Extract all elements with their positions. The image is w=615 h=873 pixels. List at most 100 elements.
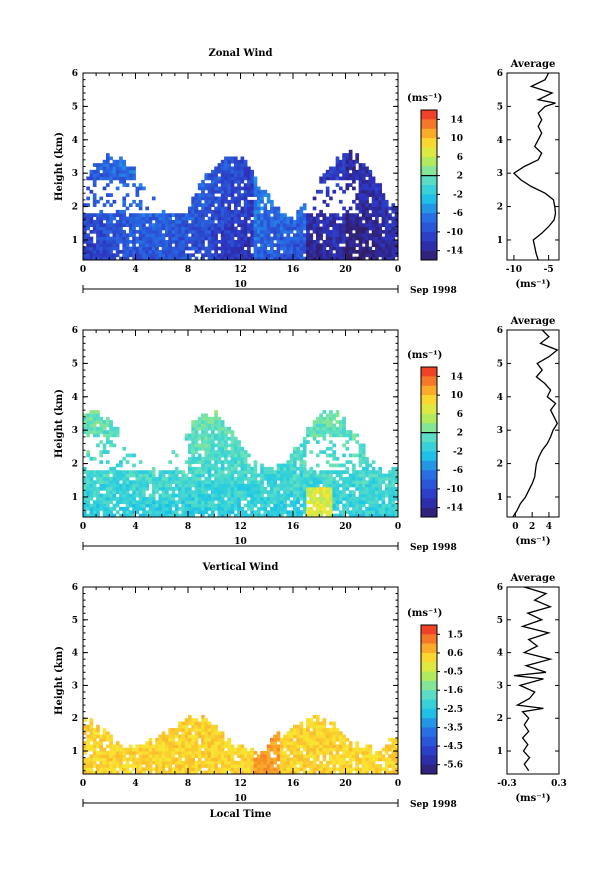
heatmap-cell: [240, 513, 245, 518]
heatmap-cell: [145, 239, 150, 244]
heatmap-cell: [332, 728, 337, 732]
heatmap-cell: [194, 737, 199, 742]
heatmap-cell: [371, 483, 376, 488]
heatmap-cell: [243, 249, 248, 254]
heatmap-cell: [204, 413, 209, 418]
heatmap-cell: [201, 480, 205, 485]
heatmap-cell: [230, 229, 235, 234]
heatmap-cell: [273, 760, 277, 765]
heatmap-cell: [335, 413, 340, 418]
heatmap-cell: [243, 503, 248, 508]
heatmap-cell: [109, 426, 113, 431]
heatmap-cell: [312, 496, 317, 501]
heatmap-cell: [247, 513, 251, 518]
heatmap-cell: [296, 226, 300, 231]
heatmap-cell: [83, 503, 87, 508]
colorbar-tick-label: 6: [457, 410, 463, 420]
heatmap-cell: [273, 500, 277, 505]
heatmap-cell: [342, 510, 346, 515]
heatmap-cell: [188, 767, 192, 772]
heatmap-cell: [217, 416, 222, 421]
heatmap-cell: [260, 199, 264, 204]
heatmap-cell: [201, 179, 205, 184]
heatmap-cell: [296, 767, 300, 772]
heatmap-cell: [191, 770, 195, 775]
heatmap-cell: [142, 486, 146, 491]
heatmap-cell: [201, 466, 205, 471]
heatmap-cell: [338, 770, 343, 775]
heatmap-cell: [174, 483, 179, 488]
heatmap-cell: [312, 206, 317, 211]
heatmap-cell: [151, 503, 156, 508]
colorbar-step: [421, 222, 437, 233]
heatmap-cell: [125, 503, 130, 508]
heatmap-cell: [329, 219, 333, 224]
heatmap-cell: [214, 186, 218, 191]
heatmap-cell: [273, 510, 277, 515]
heatmap-cell: [155, 483, 159, 488]
heatmap-cell: [96, 490, 100, 495]
heatmap-cell: [253, 209, 258, 214]
heatmap-cell: [96, 503, 100, 508]
heatmap-cell: [276, 764, 281, 768]
heatmap-cell: [286, 480, 291, 485]
heatmap-cell: [89, 490, 94, 495]
heatmap-cell: [335, 246, 340, 251]
heatmap-cell: [92, 183, 97, 187]
heatmap-cell: [89, 223, 94, 228]
heatmap-cell: [105, 213, 110, 217]
heatmap-cell: [197, 203, 202, 207]
heatmap-cell: [155, 226, 159, 231]
heatmap-cell: [312, 473, 317, 478]
heatmap-cell: [86, 213, 90, 217]
heatmap-cell: [184, 476, 189, 481]
heatmap-cell: [345, 229, 350, 234]
heatmap-cell: [299, 216, 304, 221]
heatmap-cell: [263, 246, 268, 251]
heatmap-cell: [145, 470, 150, 474]
heatmap-cell: [105, 493, 110, 498]
heatmap-cell: [138, 249, 143, 254]
heatmap-cell: [348, 213, 353, 217]
heatmap-cell: [237, 490, 241, 495]
heatmap-cell: [204, 734, 209, 739]
heatmap-cell: [253, 176, 258, 181]
heatmap-cell: [191, 219, 195, 224]
heatmap-cell: [191, 751, 195, 755]
heatmap-cell: [306, 219, 310, 224]
heatmap-cell: [253, 486, 258, 491]
heatmap-cell: [230, 199, 235, 204]
heatmap-cell: [365, 760, 369, 765]
heatmap-cell: [201, 216, 205, 221]
heatmap-cell: [345, 486, 350, 491]
heatmap-cell: [201, 223, 205, 228]
heatmap-cell: [325, 751, 330, 755]
colorbar-tick-label: -10: [447, 228, 463, 238]
heatmap-cell: [181, 724, 186, 729]
heatmap-cell: [161, 490, 166, 495]
heatmap-cell: [109, 223, 113, 228]
heatmap-cell: [293, 754, 297, 758]
heatmap-cell: [83, 770, 87, 775]
heatmap-cell: [338, 470, 343, 474]
heatmap-cell: [233, 209, 238, 214]
heatmap-cell: [342, 734, 346, 739]
heatmap-cell: [342, 169, 346, 174]
heatmap-cell: [332, 757, 337, 762]
heatmap-cell: [168, 760, 172, 765]
heatmap-cell: [302, 223, 307, 228]
heatmap-cell: [312, 513, 317, 518]
heatmap-cell: [299, 219, 304, 224]
heatmap-cell: [296, 757, 300, 762]
heatmap-cell: [286, 476, 291, 481]
heatmap-cell: [230, 193, 235, 197]
heatmap-cell: [230, 179, 235, 184]
heatmap-cell: [375, 473, 379, 478]
heatmap-cell: [348, 149, 353, 154]
heatmap-cell: [338, 760, 343, 765]
heatmap-cell: [204, 754, 209, 758]
heatmap-cell: [135, 767, 140, 772]
heatmap-cell: [210, 751, 215, 755]
heatmap-cell: [299, 741, 304, 745]
